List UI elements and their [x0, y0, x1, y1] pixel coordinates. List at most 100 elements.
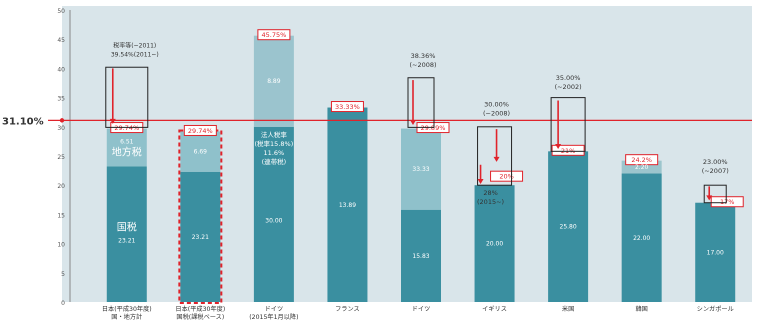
- y-tick-label: 10: [57, 242, 65, 249]
- annotation-text: (~2008): [483, 109, 510, 117]
- bar-national: [106, 166, 147, 302]
- segment-value-label: 23.21: [118, 237, 135, 244]
- y-axis: 0 5 10 15 20 25 30 35 40 45 50: [57, 8, 71, 307]
- bar-surcharge: [253, 35, 294, 127]
- value-label-box: [330, 101, 364, 113]
- y-tick-label: 30: [57, 125, 65, 132]
- value-label: 29.89%: [421, 124, 446, 132]
- annotation-bracket: [550, 97, 586, 152]
- y-tick-label: 15: [57, 212, 65, 219]
- x-tick-label: 日本(平成30年度): [102, 305, 152, 313]
- germany-note-line: 法人税率: [261, 130, 288, 139]
- bar-national: [474, 185, 515, 302]
- bar-national: [548, 151, 589, 302]
- segment-value-label: 6.69: [194, 149, 208, 156]
- segment-value-label: 13.89: [339, 202, 356, 209]
- germany-note-line: (税率15.8%): [255, 139, 294, 148]
- reference-line-label: 31.10%: [2, 116, 44, 127]
- bar-national: [621, 173, 662, 302]
- reference-line: 31.10%: [2, 116, 752, 127]
- reference-line-marker: [59, 118, 65, 123]
- y-tick-label: 5: [61, 271, 65, 278]
- segment-value-label: 33.33: [412, 166, 429, 173]
- value-label-box: [551, 144, 585, 156]
- y-tick-label: 25: [57, 154, 65, 161]
- germany-note-line: 11.6%: [264, 149, 285, 157]
- value-label: 29.74%: [114, 124, 139, 132]
- segment-value-label: 30.00: [265, 217, 282, 224]
- x-tick-label: 米国: [562, 305, 574, 313]
- annotation-text: 30.00%: [484, 100, 509, 108]
- value-label: 20%: [499, 173, 513, 181]
- value-label: 29.74%: [188, 127, 213, 135]
- x-tick-label: ドイツ: [265, 306, 284, 313]
- segment-value-label: 8.89: [267, 78, 281, 85]
- y-tick-label: 0: [61, 300, 65, 307]
- y-tick-label: 20: [57, 183, 65, 190]
- x-axis-labels: 日本(平成30年度)国・地方計日本(平成30年度)国税(課税ベース)ドイツ(20…: [102, 305, 734, 321]
- annotation-arrow-head: [493, 156, 500, 162]
- x-tick-label: ドイツ: [412, 306, 431, 313]
- bar-national: [253, 126, 294, 302]
- segment-word-label: 国税: [117, 220, 137, 233]
- annotation-bracket: [105, 66, 149, 128]
- segment-word-label: 地方税: [112, 146, 142, 159]
- bar-local: [180, 131, 221, 172]
- segment-value-label: 22.00: [633, 235, 650, 242]
- x-tick-label: シンガポール: [697, 305, 734, 313]
- segment-value-label: 20.00: [486, 241, 503, 248]
- annotation-text: (~2007): [702, 167, 729, 175]
- x-tick-label: イギリス: [482, 306, 507, 313]
- annotation-text: (~2008): [409, 61, 436, 69]
- value-label-box: [183, 124, 217, 136]
- annotation-text: 28%: [483, 189, 497, 197]
- y-tick-label: 35: [57, 96, 65, 103]
- value-label: 33.33%: [335, 103, 360, 111]
- value-label-box: [710, 196, 744, 208]
- annotation-arrow-head: [555, 143, 562, 149]
- germany-note-line: (連帯税): [262, 157, 287, 166]
- value-label: 45.75%: [261, 31, 286, 39]
- segment-value-label: 25.80: [560, 224, 577, 231]
- segment-value-label: 23.21: [192, 234, 209, 241]
- value-label: 17%: [720, 198, 734, 206]
- bar-local: [401, 128, 441, 210]
- bar-national: [327, 107, 368, 302]
- annotation-bracket: [477, 126, 513, 186]
- segment-value-label: 2.20: [635, 164, 649, 171]
- bar-local: [106, 128, 147, 167]
- segment-value-label: 15.83: [412, 253, 429, 260]
- x-tick-label: 国・地方計: [111, 313, 142, 321]
- segment-value-label: 6.51: [120, 139, 134, 146]
- x-tick-label: フランス: [335, 306, 360, 313]
- bar-national: [695, 202, 736, 302]
- annotation-text: 23.00%: [703, 158, 728, 166]
- annotations: 税率等(~2011)39.54%(2011~) 38.36%(~2008)30.0…: [105, 41, 729, 206]
- y-tick-label: 40: [57, 66, 65, 73]
- annotation-text: 35.00%: [556, 74, 581, 82]
- y-tick-label: 45: [57, 37, 65, 44]
- bar-national: [180, 171, 221, 302]
- value-label: 24.2%: [631, 156, 652, 164]
- x-tick-label: 日本(平成30年度): [175, 305, 225, 313]
- annotation-arrow-head: [109, 118, 116, 124]
- annotation-text: 38.36%: [411, 52, 436, 60]
- value-label-box: [257, 29, 291, 41]
- bar-national: [401, 209, 441, 302]
- annotation-text: 39.54%(2011~): [111, 51, 159, 58]
- x-tick-label: (2015年1月以降): [249, 313, 298, 321]
- y-tick-label: 50: [57, 8, 65, 15]
- annotation-arrow-head: [706, 195, 713, 201]
- x-tick-label: 韓国: [635, 305, 647, 313]
- annotation-text: (~2002): [555, 83, 582, 91]
- annotation-bracket: [703, 184, 727, 204]
- annotation-arrow-head: [410, 120, 416, 126]
- value-label-box: [490, 170, 524, 182]
- value-label-box: [625, 154, 659, 166]
- segment-value-label: 17.00: [707, 249, 724, 256]
- x-tick-label: 国税(課税ベース): [176, 313, 224, 321]
- annotation-bracket: [407, 77, 435, 128]
- annotation-arrow-head: [477, 179, 484, 185]
